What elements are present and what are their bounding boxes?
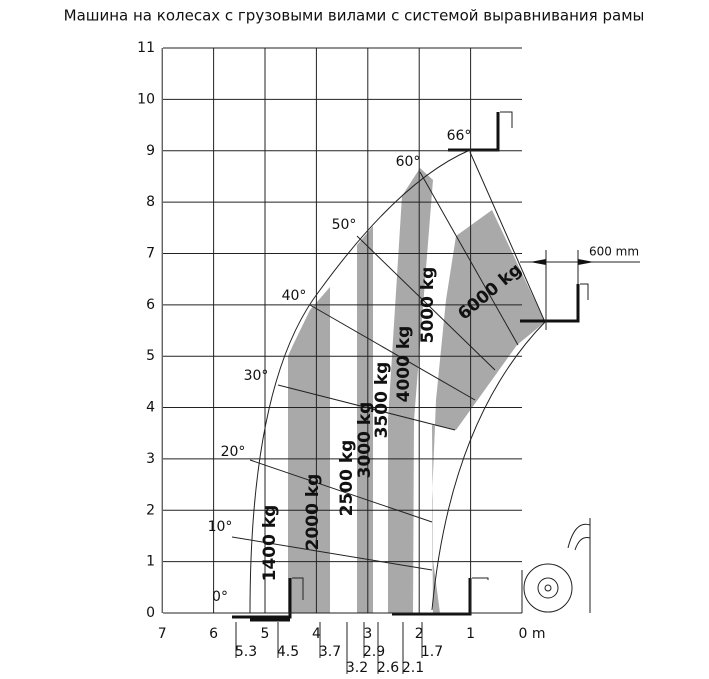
x-label: 6	[209, 626, 218, 642]
x-sub-label: 2.1	[402, 660, 424, 676]
angle-label: 0°	[212, 589, 228, 605]
load-label: 1400 kg	[260, 505, 280, 582]
x-label: 5	[261, 626, 270, 642]
angle-label: 10°	[208, 519, 233, 535]
angle-label: 60°	[396, 154, 421, 170]
y-label: 2	[146, 502, 155, 518]
x-sub-label: 3.7	[319, 644, 341, 660]
y-label: 4	[146, 400, 155, 416]
y-label: 9	[146, 143, 155, 159]
x-sub-label: 4.5	[277, 644, 299, 660]
y-label: 0	[146, 605, 155, 621]
x-label: 0 m	[519, 626, 546, 642]
y-label: 5	[146, 348, 155, 364]
y-label: 1	[146, 554, 155, 570]
y-label: 7	[146, 245, 155, 261]
title: Машина на колесах с грузовыми вилами с с…	[64, 7, 645, 25]
angle-label: 20°	[221, 444, 246, 460]
angle-label: 66°	[447, 128, 472, 144]
y-label: 10	[137, 91, 155, 107]
y-label: 8	[146, 194, 155, 210]
y-label: 3	[146, 451, 155, 467]
dimension-label: 600 mm	[589, 245, 639, 259]
angle-label: 30°	[244, 368, 269, 384]
y-label: 11	[137, 40, 155, 56]
x-label: 1	[466, 626, 475, 642]
angle-label: 40°	[282, 288, 307, 304]
load-label: 5000 kg	[418, 267, 438, 344]
x-label: 3	[363, 626, 372, 642]
x-sub-label: 5.3	[235, 644, 257, 660]
x-sub-label: 1.7	[421, 644, 443, 660]
angle-label: 50°	[332, 217, 357, 233]
load-label: 2500 kg	[337, 440, 357, 517]
y-label: 6	[146, 297, 155, 313]
load-label: 2000 kg	[303, 474, 323, 551]
x-sub-label: 2.9	[363, 644, 385, 660]
x-sub-label: 3.2	[346, 660, 368, 676]
x-label: 7	[158, 626, 167, 642]
load-label: 4000 kg	[394, 326, 414, 403]
x-sub-label: 2.6	[377, 660, 399, 676]
shapes	[232, 112, 640, 620]
diagram: Машина на колесах с грузовыми вилами с с…	[0, 0, 709, 679]
load-label: 3500 kg	[372, 362, 392, 439]
